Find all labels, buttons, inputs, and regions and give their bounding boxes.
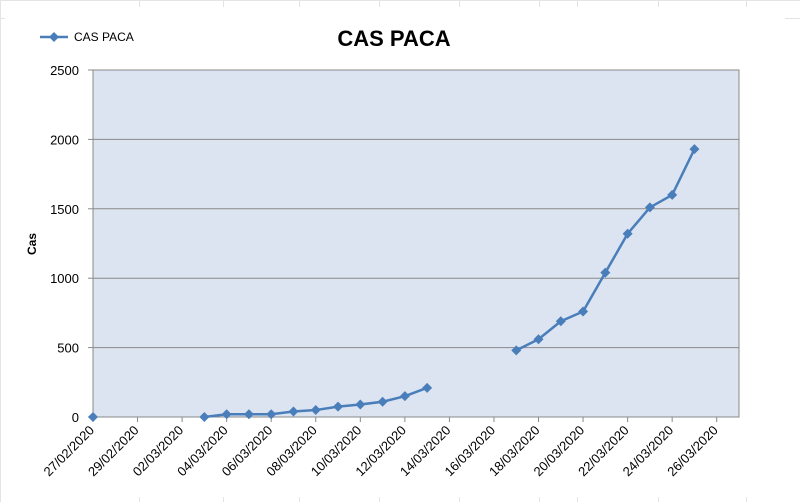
data-point-marker [310, 405, 321, 416]
legend: CAS PACA [40, 30, 134, 44]
legend-label: CAS PACA [74, 30, 134, 44]
data-point-marker [622, 228, 633, 239]
data-point-marker [399, 391, 410, 402]
x-axis: 27/02/202029/02/202002/03/202004/03/2020… [40, 417, 721, 479]
y-tick-label: 2000 [50, 132, 79, 147]
data-point-marker [88, 412, 98, 422]
y-gridlines [93, 138, 739, 349]
y-tick-label: 1000 [50, 271, 79, 286]
series-layer [88, 144, 700, 422]
data-point-marker [377, 396, 388, 407]
data-point-marker [288, 406, 299, 417]
data-point-marker [243, 409, 254, 420]
data-point-marker [511, 345, 522, 356]
legend-marker-diamond [49, 32, 59, 42]
plot-area [92, 69, 740, 418]
y-tick-label: 0 [72, 410, 79, 425]
data-point-marker [221, 409, 232, 420]
data-point-marker [667, 189, 678, 200]
data-point-marker [578, 306, 589, 317]
data-point-marker [333, 401, 344, 412]
y-tick-label: 1500 [50, 202, 79, 217]
data-point-marker [533, 334, 544, 345]
data-point-marker [355, 399, 366, 410]
data-point-marker [600, 267, 611, 278]
y-tick-label: 2500 [50, 63, 79, 78]
data-point-marker [199, 412, 210, 422]
chart-title: CAS PACA [337, 26, 450, 51]
data-point-marker [644, 202, 655, 213]
y-axis-title: Cas [25, 233, 39, 255]
data-point-marker [266, 409, 277, 420]
y-axis: 0 500 1000 1500 2000 2500 [50, 63, 93, 425]
data-point-marker [689, 144, 700, 155]
data-point-marker [422, 382, 433, 393]
data-point-marker [555, 316, 566, 327]
y-tick-label: 500 [57, 341, 79, 356]
